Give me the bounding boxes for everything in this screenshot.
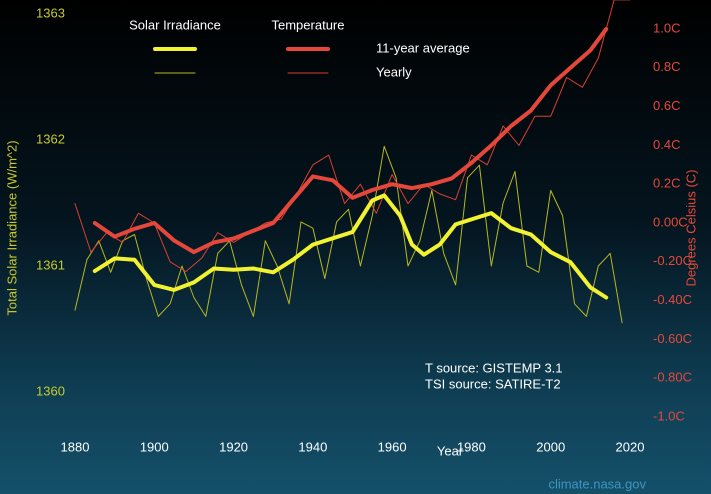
x-axis-title: Year (437, 443, 464, 458)
y2-tick-label: 0.6C (653, 98, 680, 113)
x-tick-label: 1940 (298, 439, 327, 454)
y2-tick-label: -0.40C (653, 292, 692, 307)
note: T source: GISTEMP 3.1 (425, 360, 563, 375)
y2-tick-label: -0.20C (653, 253, 692, 268)
note: TSI source: SATIRE-T2 (425, 376, 561, 391)
data-line (74, 145, 623, 324)
x-tick-label: 2020 (616, 439, 645, 454)
y2-tick-label: -0.80C (653, 370, 692, 385)
x-tick-label: 2000 (536, 439, 565, 454)
y2-tick-label: 0.2C (653, 176, 680, 191)
legend-label: 11-year average (376, 40, 470, 55)
y2-tick-label: -1.0C (653, 408, 685, 423)
y2-tick-label: 1.0C (653, 20, 680, 35)
legend-heading: Solar Irradiance (129, 17, 221, 32)
credit: climate.nasa.gov (548, 476, 646, 491)
data-line (92, 193, 609, 300)
data-line (92, 27, 609, 255)
y-tick-label: 1363 (36, 5, 65, 20)
y2-tick-label: 0.4C (653, 137, 680, 152)
y-axis-title: Total Solar Irradiance (W/m^2) (4, 140, 19, 315)
data-line (74, 0, 631, 272)
y2-tick-label: 0.8C (653, 59, 680, 74)
y-tick-label: 1360 (36, 383, 65, 398)
y2-tick-label: -0.60C (653, 331, 692, 346)
x-tick-label: 1880 (61, 439, 90, 454)
y2-tick-label: 0.00C (653, 214, 688, 229)
legend-label: Yearly (376, 64, 412, 79)
x-tick-label: 1960 (378, 439, 407, 454)
x-tick-label: 1980 (457, 439, 486, 454)
x-tick-label: 1900 (140, 439, 169, 454)
y-tick-label: 1362 (36, 131, 65, 146)
x-tick-label: 1920 (219, 439, 248, 454)
y-tick-label: 1361 (36, 257, 65, 272)
legend-heading: Temperature (272, 17, 345, 32)
y2-axis-title: Degrees Celsius (C) (683, 169, 698, 286)
